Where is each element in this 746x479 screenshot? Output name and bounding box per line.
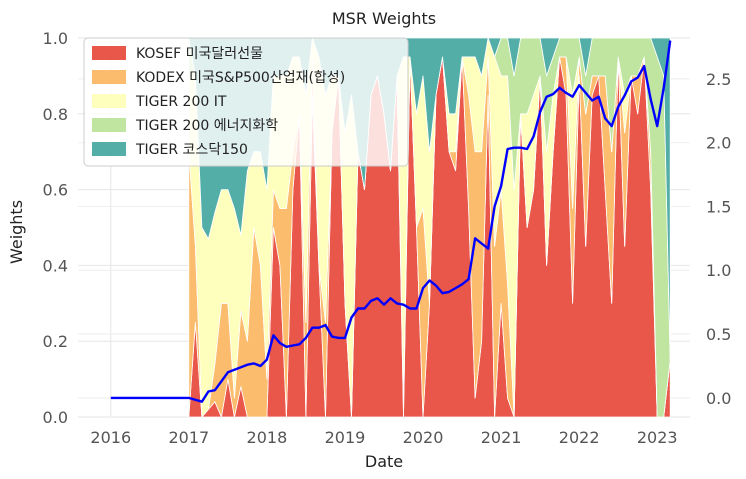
cumulative-return-line xyxy=(110,40,672,403)
axes: 2016 2017 2018 2019 2020 2021 2022 2023 0.0 0.2 0.… xyxy=(43,29,732,447)
x-tick-label: 2018 xyxy=(247,428,288,447)
y-tick-label: 0.0 xyxy=(43,408,68,427)
legend-label: KOSEF 미국달러선물 xyxy=(136,46,263,62)
y2-tick-label: 2.0 xyxy=(706,134,731,153)
legend-box xyxy=(83,37,409,167)
legend-swatch xyxy=(92,118,126,132)
chart-title: MSR Weights xyxy=(332,9,436,28)
y2-tick-label: 0.0 xyxy=(706,389,731,408)
y-axis-title: Weights xyxy=(7,200,26,264)
x-tick-label: 2017 xyxy=(168,428,209,447)
x-axis-title: Date xyxy=(365,452,403,471)
legend-swatch xyxy=(92,46,126,60)
x-tick-label: 2021 xyxy=(481,428,522,447)
x-tick-label: 2019 xyxy=(325,428,366,447)
y-tick-label: 0.6 xyxy=(43,181,68,200)
y-tick-label: 0.2 xyxy=(43,332,68,351)
legend-label: TIGER 200 IT xyxy=(135,94,227,110)
legend-swatch xyxy=(92,94,126,108)
x-tick-label: 2022 xyxy=(559,428,600,447)
y2-tick-label: 2.5 xyxy=(706,70,731,89)
legend: KOSEF 미국달러선물 KODEX 미국S&P500산업재(합성) TIGER 2… xyxy=(83,37,409,167)
legend-label: TIGER 코스닥150 xyxy=(135,142,248,158)
legend-swatch xyxy=(92,70,126,84)
y2-tick-label: 1.0 xyxy=(706,261,731,280)
y-tick-label: 0.8 xyxy=(43,105,68,124)
legend-label: KODEX 미국S&P500산업재(합성) xyxy=(136,70,345,86)
y-tick-label: 0.4 xyxy=(43,256,68,275)
cumulative-return-line-layer xyxy=(110,40,672,403)
legend-swatch xyxy=(92,142,126,156)
y2-tick-label: 0.5 xyxy=(706,325,731,344)
x-tick-label: 2020 xyxy=(403,428,444,447)
y2-tick-label: 1.5 xyxy=(706,197,731,216)
y-tick-label: 1.0 xyxy=(43,29,68,48)
legend-label: TIGER 200 에너지화학 xyxy=(135,118,278,134)
x-tick-label: 2023 xyxy=(637,428,678,447)
x-tick-label: 2016 xyxy=(90,428,131,447)
